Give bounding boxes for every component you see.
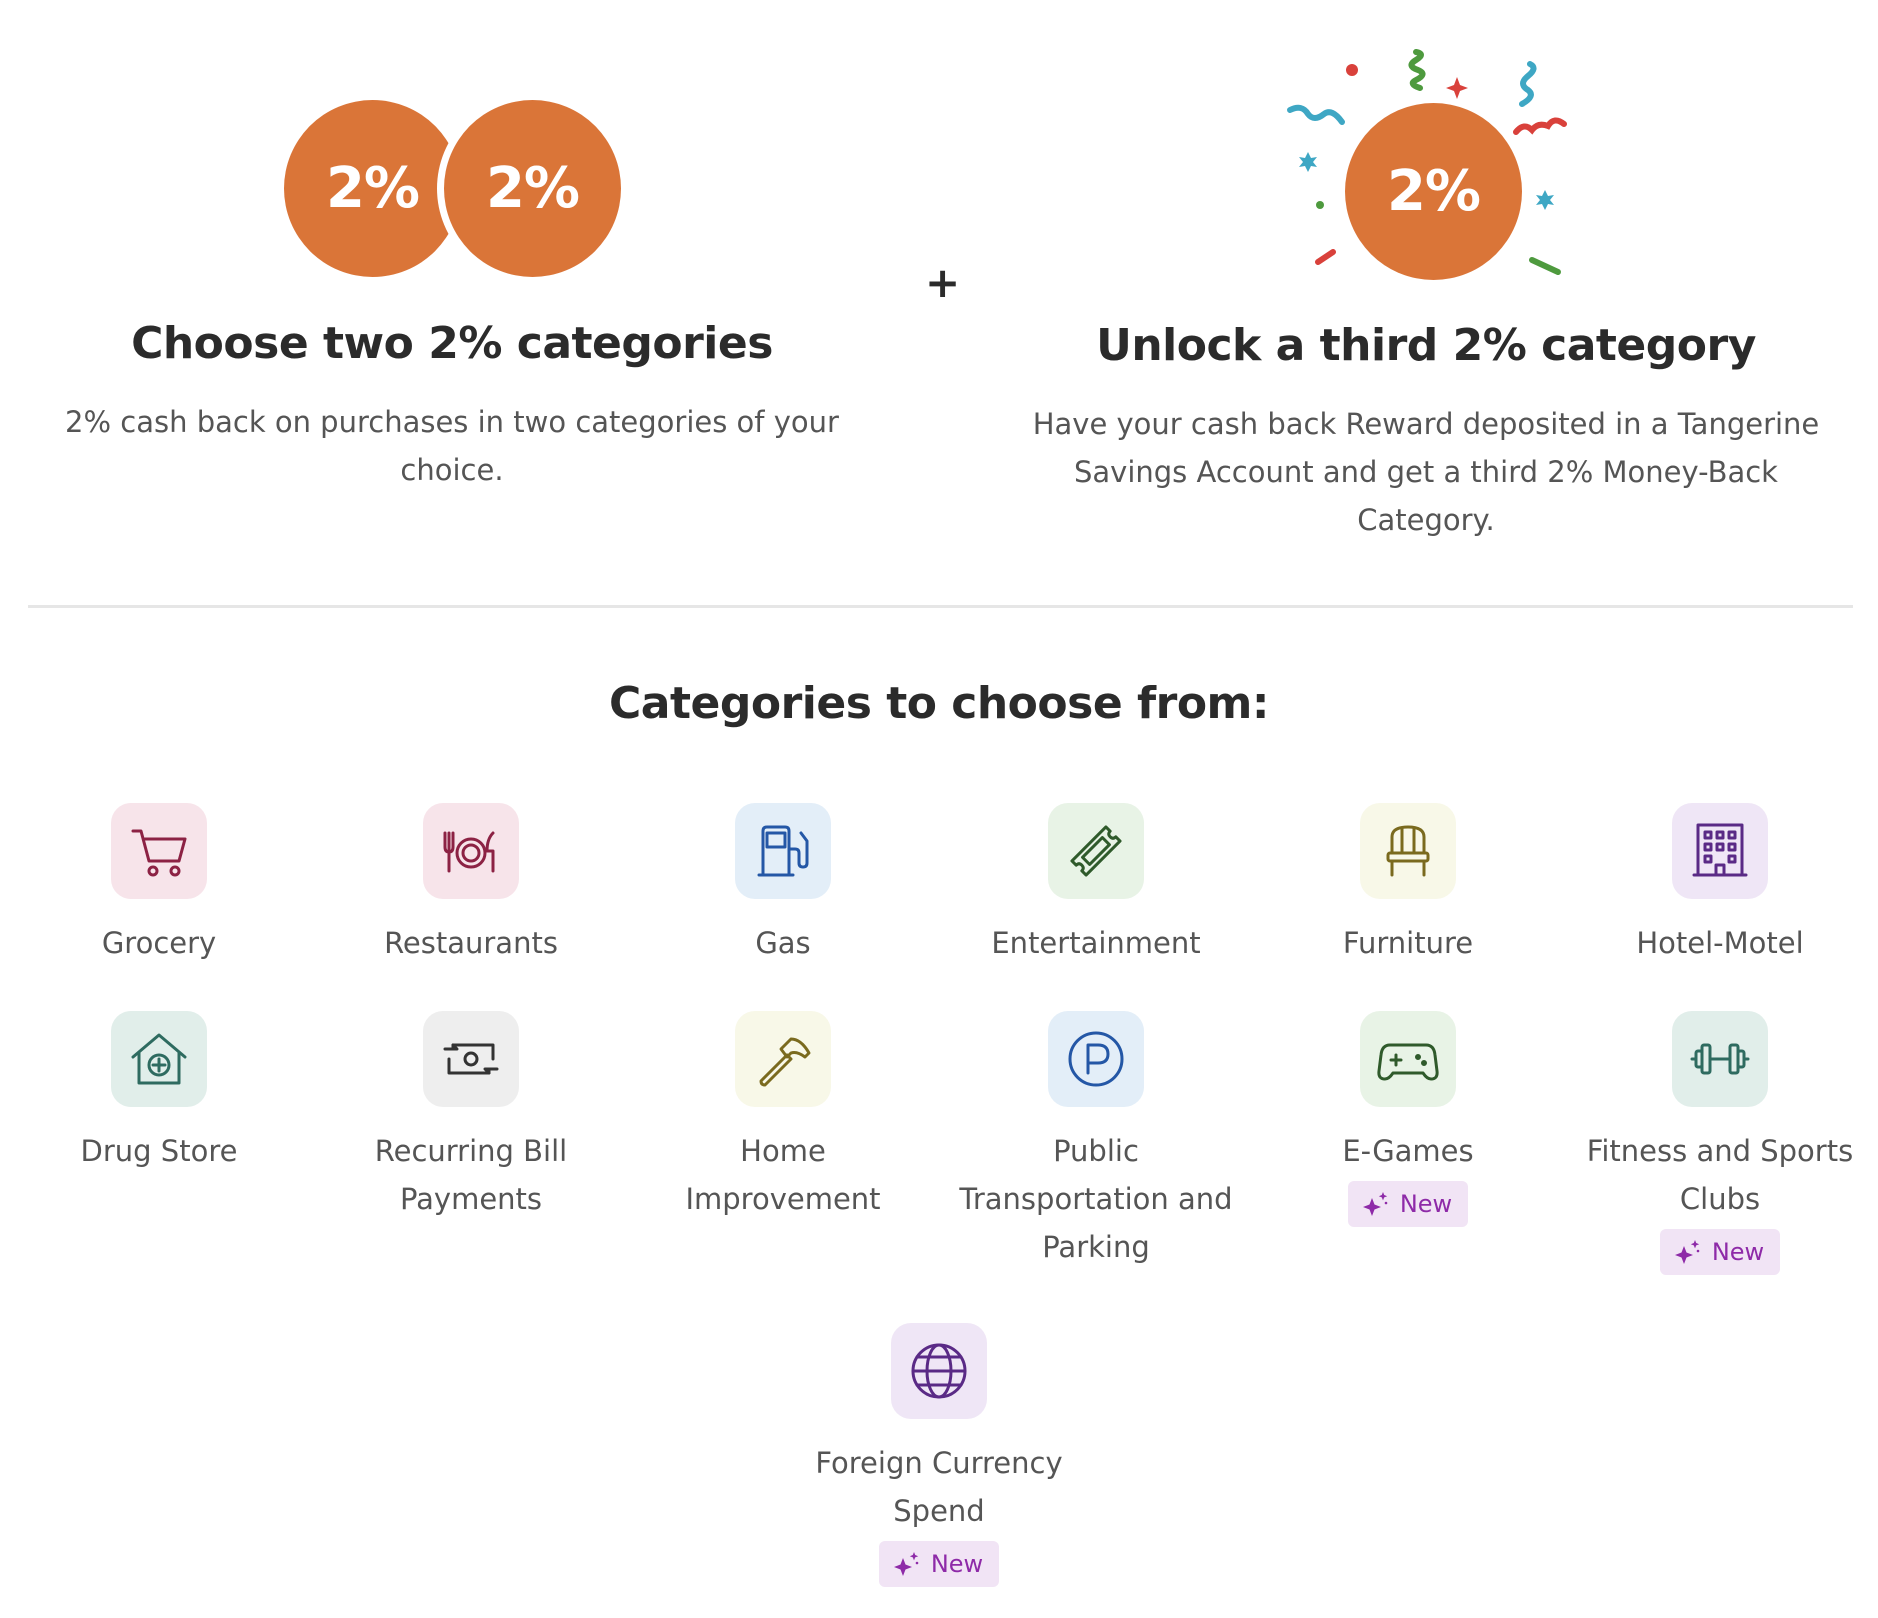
category-restaurants[interactable]: Restaurants — [331, 803, 611, 967]
new-badge-label: New — [1711, 1238, 1765, 1266]
category-fitness-sports-clubs[interactable]: Fitness and Sports Clubs New — [1580, 1011, 1860, 1275]
category-public-transportation-parking[interactable]: Public Transportation and Parking — [956, 1011, 1236, 1271]
section-divider — [28, 605, 1853, 608]
sparkle-icon — [893, 1552, 919, 1576]
unlock-third-description: Have your cash back Reward deposited in … — [1032, 407, 1820, 537]
category-furniture[interactable]: Furniture — [1268, 803, 1548, 967]
category-label: Entertainment — [991, 926, 1201, 960]
category-label: Fitness and Sports Clubs — [1586, 1134, 1854, 1216]
ticket-icon — [1070, 825, 1122, 877]
category-label: Furniture — [1342, 926, 1474, 960]
choose-two-title: Choose two 2% categories — [131, 318, 773, 369]
fork-plate-knife-icon — [443, 831, 495, 873]
new-badge-label: New — [930, 1550, 984, 1578]
recurring-bill-icon — [443, 1043, 499, 1075]
category-label: Drug Store — [80, 1134, 238, 1168]
category-drug-store[interactable]: Drug Store — [19, 1011, 299, 1175]
new-badge: New — [878, 1541, 1000, 1587]
chair-icon — [1386, 825, 1430, 877]
category-recurring-bill-payments[interactable]: Recurring Bill Payments — [331, 1011, 611, 1223]
new-badge: New — [1347, 1181, 1469, 1227]
category-label: Gas — [755, 926, 811, 960]
category-label: Restaurants — [384, 926, 558, 960]
shopping-cart-icon — [131, 829, 187, 877]
sparkle-icon — [1362, 1192, 1388, 1216]
hotel-building-icon — [1692, 823, 1748, 877]
pharmacy-house-icon — [131, 1033, 187, 1085]
plus-sign: + — [925, 258, 961, 307]
category-home-improvement[interactable]: Home Improvement — [643, 1011, 923, 1223]
globe-icon — [911, 1343, 967, 1399]
category-entertainment[interactable]: Entertainment — [956, 803, 1236, 967]
new-badge-label: New — [1399, 1190, 1453, 1218]
category-e-games[interactable]: E-Games New — [1268, 1011, 1548, 1227]
choose-two-description: 2% cash back on purchases in two categor… — [65, 405, 839, 487]
new-badge: New — [1659, 1229, 1781, 1275]
categories-heading: Categories to choose from: — [608, 678, 1270, 729]
category-label: Public Transportation and Parking — [959, 1134, 1233, 1264]
sparkle-icon — [1674, 1240, 1700, 1264]
two-percent-badge-1: 2% — [284, 100, 461, 277]
category-label: Recurring Bill Payments — [374, 1134, 568, 1216]
category-hotel-motel[interactable]: Hotel-Motel — [1580, 803, 1860, 967]
category-label: E-Games — [1342, 1134, 1474, 1168]
unlock-third-title: Unlock a third 2% category — [1096, 320, 1756, 371]
category-grocery[interactable]: Grocery — [19, 803, 299, 967]
gas-pump-icon — [757, 825, 809, 877]
category-label: Grocery — [101, 926, 217, 960]
category-label: Home Improvement — [685, 1134, 881, 1216]
dumbbell-icon — [1690, 1043, 1750, 1075]
category-label: Hotel-Motel — [1636, 926, 1804, 960]
category-gas[interactable]: Gas — [643, 803, 923, 967]
parking-icon — [1068, 1031, 1124, 1087]
third-two-percent-badge: 2% — [1345, 103, 1522, 280]
hammer-icon — [759, 1037, 811, 1087]
confetti-icon — [1287, 49, 1567, 275]
category-foreign-currency-spend[interactable]: Foreign Currency Spend New — [799, 1323, 1079, 1587]
two-percent-badge-2: 2% — [444, 100, 621, 277]
game-controller-icon — [1377, 1043, 1439, 1081]
category-label: Foreign Currency Spend — [815, 1446, 1063, 1528]
